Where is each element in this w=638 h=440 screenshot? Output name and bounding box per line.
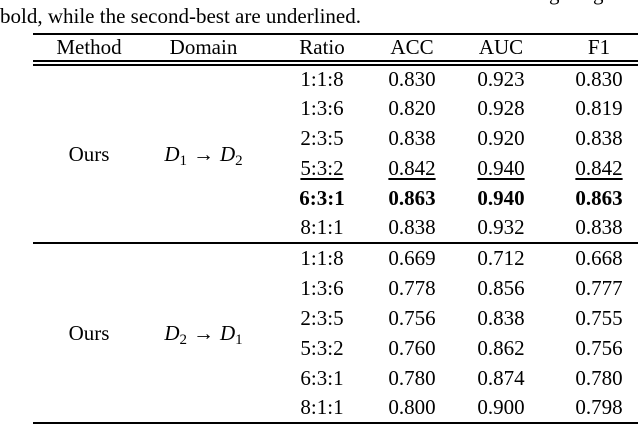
method-label: Ours <box>68 320 110 345</box>
col-header-f1: F1 <box>587 35 611 59</box>
f1-cell: 0.830 <box>575 67 623 91</box>
table-row: Ours D2 → D1 1:1:8 0.669 0.712 0.668 <box>33 243 638 347</box>
acc-cell: 0.778 <box>388 275 436 300</box>
domain-from-sub: 2 <box>179 331 188 348</box>
table-row: 8:1:1 0.800 0.900 0.798 <box>33 393 638 423</box>
f1-cell: 0.838 <box>575 215 623 239</box>
domain-math: D2 → D1 <box>164 320 243 348</box>
table-row: 2:3:5 0.838 0.920 0.838 <box>33 123 638 153</box>
domain-cell: D2 → D1 <box>145 243 262 423</box>
f1-cell: 0.798 <box>575 395 623 419</box>
ratio-cell: 2:3:5 <box>300 305 344 330</box>
auc-cell: 0.940 <box>477 185 525 210</box>
auc-cell: 0.838 <box>477 305 525 330</box>
acc-cell: 0.780 <box>388 365 436 390</box>
ratio-cell: 6:3:1 <box>300 365 344 390</box>
ratio-cell: 5:3:2 <box>300 335 344 360</box>
acc-cell: 0.800 <box>388 395 436 419</box>
auc-cell: 0.940 <box>477 155 525 180</box>
acc-cell: 0.838 <box>388 215 436 239</box>
table-row: 8:1:1 0.838 0.932 0.838 <box>33 213 638 243</box>
rightarrow-icon: → <box>193 141 214 166</box>
ratio-cell: 1:1:8 <box>300 67 344 91</box>
domain-to-sub: 1 <box>235 331 243 348</box>
acc-cell: 0.669 <box>388 246 436 270</box>
col-header-method: Method <box>56 35 122 59</box>
acc-cell: 0.838 <box>388 125 436 150</box>
domain-from: D <box>164 320 180 345</box>
acc-cell: 0.760 <box>388 335 436 360</box>
ratio-cell: 1:3:6 <box>300 95 344 120</box>
col-header-auc: AUC <box>478 35 524 59</box>
f1-cell: 0.777 <box>575 275 623 300</box>
table-row: 1:3:6 0.820 0.928 0.819 <box>33 93 638 123</box>
results-table: Method Domain Ratio ACC AUC F1 Ours D1 → D… <box>33 33 638 424</box>
f1-cell: 0.819 <box>575 95 623 120</box>
table-block-d2-to-d1: Ours D2 → D1 1:1:8 0.669 0.712 0.668 1:3:6… <box>33 243 638 423</box>
f1-cell: 0.668 <box>575 246 623 270</box>
auc-cell: 0.862 <box>477 335 525 360</box>
auc-cell: 0.923 <box>477 67 525 91</box>
table-header: Method Domain Ratio ACC AUC F1 <box>33 34 638 63</box>
domain-from: D <box>164 141 180 166</box>
table-row: 5:3:2 0.842 0.940 0.842 <box>33 153 638 183</box>
f1-cell: 0.842 <box>575 155 623 180</box>
ratio-cell: 8:1:1 <box>300 395 344 419</box>
auc-cell: 0.928 <box>477 95 525 120</box>
acc-cell: 0.863 <box>388 185 436 210</box>
col-header-domain: Domain <box>169 35 238 59</box>
clipped-text-fragment: g <box>549 0 560 4</box>
auc-cell: 0.932 <box>477 215 525 239</box>
f1-cell: 0.756 <box>575 335 623 360</box>
table-caption: bold, while the second-best are underlin… <box>0 4 361 28</box>
acc-cell: 0.756 <box>388 305 436 330</box>
domain-math: D1 → D2 <box>164 141 243 169</box>
domain-to: D <box>220 320 236 345</box>
ratio-cell: 1:1:8 <box>300 246 344 270</box>
ratio-cell: 6:3:1 <box>299 185 345 210</box>
method-cell: Ours <box>33 63 145 243</box>
col-header-acc: ACC <box>390 35 434 59</box>
table-row: Ours D1 → D2 1:1:8 0.830 0.923 0.830 <box>33 63 638 168</box>
domain-from-sub: 1 <box>179 152 188 169</box>
header-row: Method Domain Ratio ACC AUC F1 <box>33 34 638 63</box>
acc-cell: 0.820 <box>388 95 436 120</box>
table-row: 2:3:5 0.756 0.838 0.755 <box>33 303 638 333</box>
domain-to-sub: 2 <box>235 152 243 169</box>
auc-cell: 0.856 <box>477 275 525 300</box>
method-cell: Ours <box>33 243 145 423</box>
clipped-previous-line: g g <box>0 0 638 7</box>
auc-cell: 0.900 <box>477 395 525 419</box>
f1-cell: 0.863 <box>575 185 623 210</box>
ratio-cell: 1:3:6 <box>300 275 344 300</box>
acc-cell: 0.830 <box>388 67 436 91</box>
table-row: 6:3:1 0.863 0.940 0.863 <box>33 183 638 213</box>
ratio-cell: 2:3:5 <box>300 125 344 150</box>
auc-cell: 0.874 <box>477 365 525 390</box>
domain-cell: D1 → D2 <box>145 63 262 243</box>
method-label: Ours <box>68 141 110 166</box>
f1-cell: 0.780 <box>575 365 623 390</box>
f1-cell: 0.755 <box>575 305 623 330</box>
table-block-d1-to-d2: Ours D1 → D2 1:1:8 0.830 0.923 0.830 1:3:6… <box>33 63 638 243</box>
ratio-cell: 8:1:1 <box>300 215 344 239</box>
table-row: 1:3:6 0.778 0.856 0.777 <box>33 273 638 303</box>
table-row: 6:3:1 0.780 0.874 0.780 <box>33 363 638 393</box>
clipped-text-fragment: g <box>593 0 604 4</box>
col-header-ratio: Ratio <box>299 35 345 59</box>
domain-to: D <box>220 141 236 166</box>
f1-cell: 0.838 <box>575 125 623 150</box>
table-row: 5:3:2 0.760 0.862 0.756 <box>33 333 638 363</box>
auc-cell: 0.712 <box>477 246 525 270</box>
ratio-cell: 5:3:2 <box>300 155 344 180</box>
acc-cell: 0.842 <box>388 155 436 180</box>
rightarrow-icon: → <box>193 320 214 345</box>
auc-cell: 0.920 <box>477 125 525 150</box>
